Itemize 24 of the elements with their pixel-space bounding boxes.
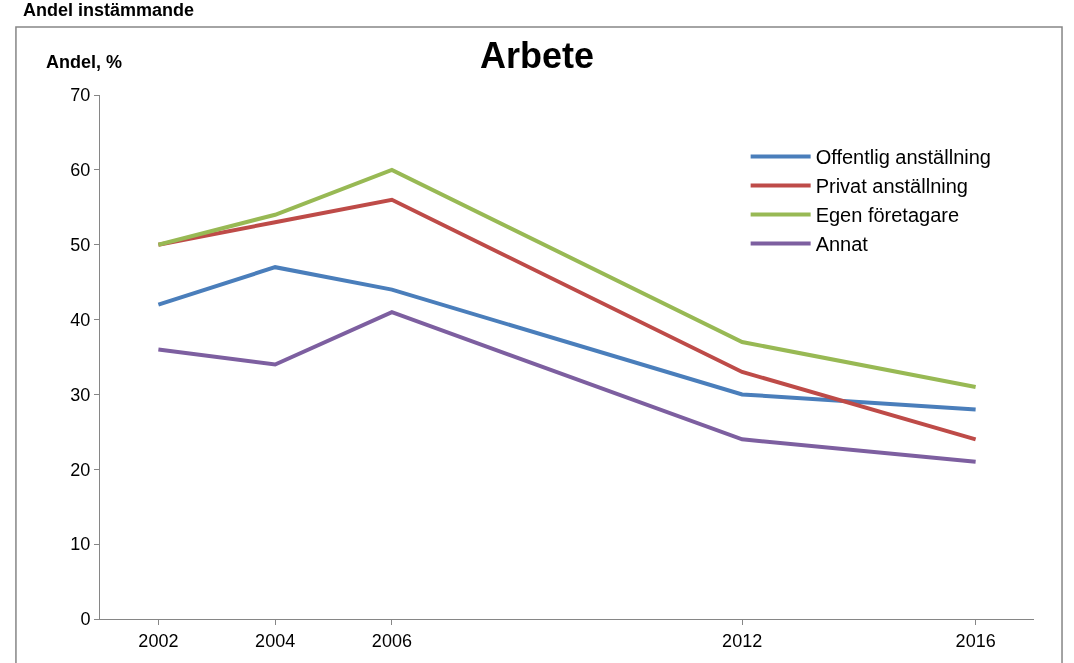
chart-title: Arbete xyxy=(479,35,595,77)
y-tick-label: 30 xyxy=(70,384,91,405)
y-axis-title: Andel, % xyxy=(46,52,123,72)
legend-label: Privat anställning xyxy=(815,175,968,198)
y-tick-label: 60 xyxy=(70,160,91,181)
y-tick-label: 40 xyxy=(70,309,91,330)
y-tick-label: 20 xyxy=(70,459,91,480)
x-tick-label: 2012 xyxy=(722,630,763,651)
y-tick-label: 0 xyxy=(80,609,91,630)
line-series xyxy=(156,167,978,389)
x-tick-label: 2006 xyxy=(371,630,412,651)
x-tick-label: 2004 xyxy=(255,630,296,651)
line-series xyxy=(156,197,978,442)
text: Andel instämmande xyxy=(23,0,195,20)
line-series xyxy=(156,265,978,412)
legend-label: Annat xyxy=(815,233,869,256)
y-tick-label: 50 xyxy=(70,235,91,256)
legend-label: Offentlig anställning xyxy=(815,146,991,169)
y-tick-label: 70 xyxy=(70,85,91,106)
x-tick-label: 2002 xyxy=(138,630,179,651)
y-tick-label: 10 xyxy=(70,534,91,555)
legend-label: Egen företagare xyxy=(815,204,960,227)
x-tick-label: 2016 xyxy=(955,630,996,651)
line-series xyxy=(156,310,978,464)
